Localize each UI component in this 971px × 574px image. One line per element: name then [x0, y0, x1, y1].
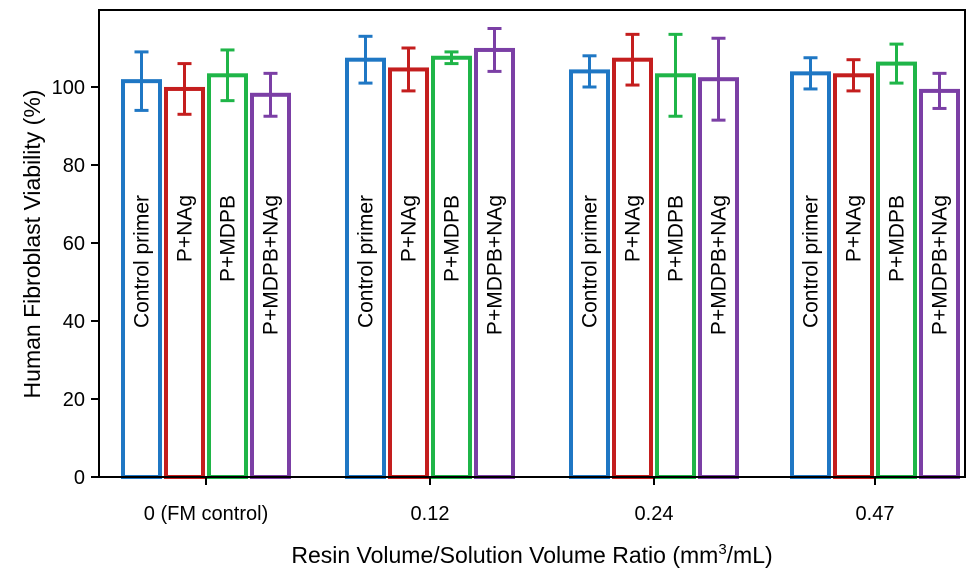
y-tick-label: 40	[63, 311, 85, 333]
y-tick-label: 80	[63, 155, 85, 177]
y-ticks-layer: 0 20 40 60 80 100	[52, 77, 99, 489]
bar-series-label: Control primer	[800, 195, 823, 328]
x-tick-label: 0.12	[411, 503, 450, 525]
y-tick-label: 100	[52, 77, 85, 99]
bar	[164, 86, 205, 479]
bar	[388, 67, 429, 479]
bar-series-label: P+MDPB+NAg	[929, 195, 952, 335]
bar-series-label: P+MDPB+NAg	[484, 195, 507, 335]
bar	[345, 57, 386, 479]
bar	[612, 57, 653, 479]
bar-series-label: P+NAg	[843, 195, 866, 262]
bar-series-label: P+MDPB+NAg	[260, 195, 283, 335]
bar-series-label: P+MDPB	[665, 195, 688, 282]
y-tick-label: 20	[63, 389, 85, 411]
bar-series-label: P+NAg	[398, 195, 421, 262]
x-axis-title-superscript: 3	[718, 541, 726, 558]
bar	[655, 73, 696, 480]
bar-labels-layer: Control primer P+NAg P+MDPB P+MDPB+NAg Contr…	[131, 195, 952, 335]
bar-series-label: Control primer	[355, 195, 378, 328]
bar-series-label: P+MDPB	[886, 195, 909, 282]
y-tick-label: 0	[74, 467, 85, 489]
bar-series-label: P+MDPB	[441, 195, 464, 282]
bar	[833, 73, 874, 480]
bar-series-label: Control primer	[579, 195, 602, 328]
bar-series-label: P+MDPB	[217, 195, 240, 282]
x-axis-title-tail: /mL)	[727, 542, 773, 568]
x-tick-label: 0.24	[635, 503, 674, 525]
bar-series-label: Control primer	[131, 195, 154, 328]
bar-series-label: P+NAg	[174, 195, 197, 262]
bar-series-label: P+MDPB+NAg	[708, 195, 731, 335]
bars-layer	[121, 47, 960, 480]
y-tick-label: 60	[63, 233, 85, 255]
bar	[474, 47, 515, 479]
x-ticks-layer: 0 (FM control) 0.12 0.24 0.47	[144, 477, 895, 525]
x-tick-label: 0 (FM control)	[144, 503, 268, 525]
bar-series-label: P+NAg	[622, 195, 645, 262]
error-bars-layer	[134, 27, 947, 122]
x-axis-title: Resin Volume/Solution Volume Ratio (mm3/…	[291, 541, 772, 568]
y-axis-title: Human Fibroblast Viability (%)	[19, 90, 45, 399]
x-axis-title-main: Resin Volume/Solution Volume Ratio (mm	[291, 542, 718, 568]
x-tick-label: 0.47	[856, 503, 895, 525]
